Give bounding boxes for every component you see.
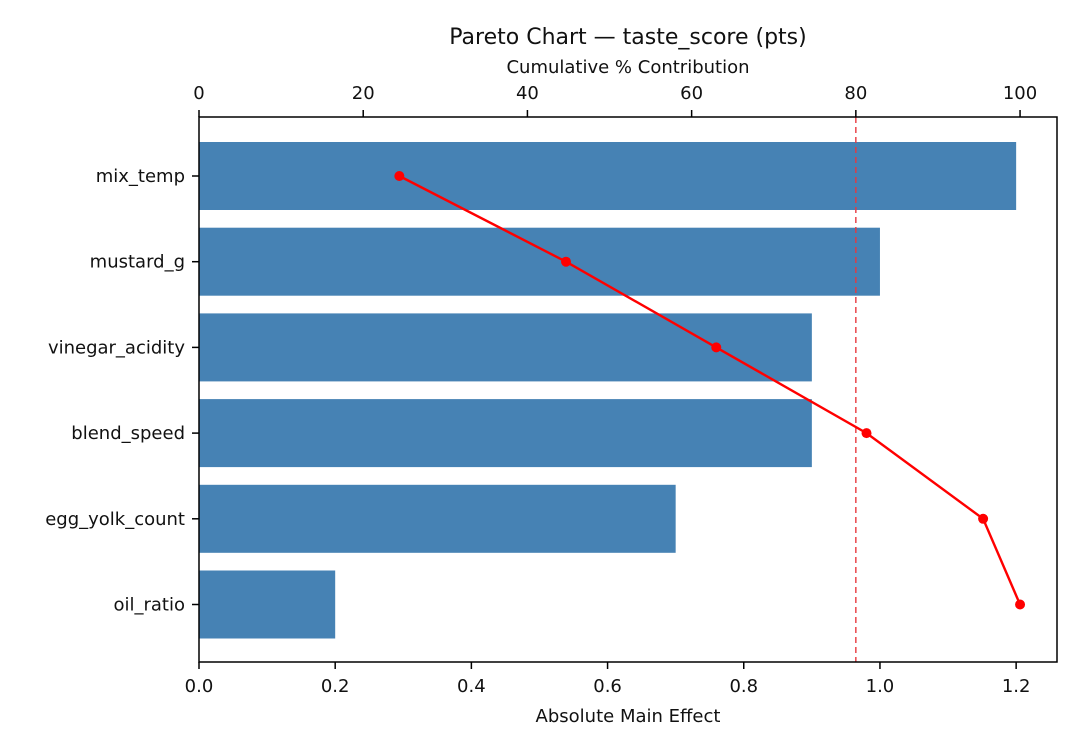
plot-frame — [198, 116, 1058, 663]
cumulative-line — [398, 174, 1022, 605]
bar-mustard_g — [199, 227, 880, 296]
x-tick-label: 0.4 — [457, 676, 486, 697]
cumulative-point — [861, 428, 872, 439]
cumulative-point — [711, 342, 722, 353]
bar-blend_speed — [199, 399, 812, 468]
y-tick-label: oil_ratio — [113, 595, 185, 616]
y-tick-label: egg_yolk_count — [45, 509, 185, 530]
x-tick-label: 1.2 — [1002, 676, 1031, 697]
x2-tick-label: 100 — [1003, 83, 1037, 104]
x2-tick-label: 0 — [193, 83, 204, 104]
y-tick-label: mix_temp — [96, 166, 185, 187]
x-tick-label: 0.0 — [185, 676, 214, 697]
bar-vinegar_acidity — [199, 313, 812, 382]
x2-tick-label: 20 — [352, 83, 375, 104]
bar-mix_temp — [199, 142, 1017, 210]
x2-tick-label: 40 — [516, 83, 539, 104]
x-tick-label: 0.2 — [321, 676, 350, 697]
bottom-axis-label: Absolute Main Effect — [536, 706, 721, 727]
top-axis-label: Cumulative % Contribution — [506, 57, 749, 78]
cumulative-point — [561, 256, 572, 267]
chart-title: Pareto Chart — taste_score (pts) — [449, 25, 806, 50]
cumulative-point — [978, 513, 989, 524]
bar-oil_ratio — [199, 570, 336, 639]
y-tick-label: vinegar_acidity — [48, 337, 185, 358]
x2-tick-label: 80 — [844, 83, 867, 104]
x-tick-label: 0.8 — [729, 676, 758, 697]
x-tick-label: 1.0 — [866, 676, 895, 697]
y-tick-label: blend_speed — [71, 423, 185, 444]
x-tick-label: 0.6 — [593, 676, 622, 697]
cumulative-point — [1015, 599, 1026, 610]
y-tick-label: mustard_g — [90, 252, 185, 273]
cumulative-line-group — [394, 171, 1026, 610]
x2-tick-label: 60 — [680, 83, 703, 104]
ticks-group: mix_temp mustard_g vinegar_acidity blend_sp… — [45, 83, 1037, 697]
cumulative-point — [394, 171, 405, 181]
bar-egg_yolk_count — [199, 484, 676, 553]
bars-group — [199, 142, 1017, 639]
